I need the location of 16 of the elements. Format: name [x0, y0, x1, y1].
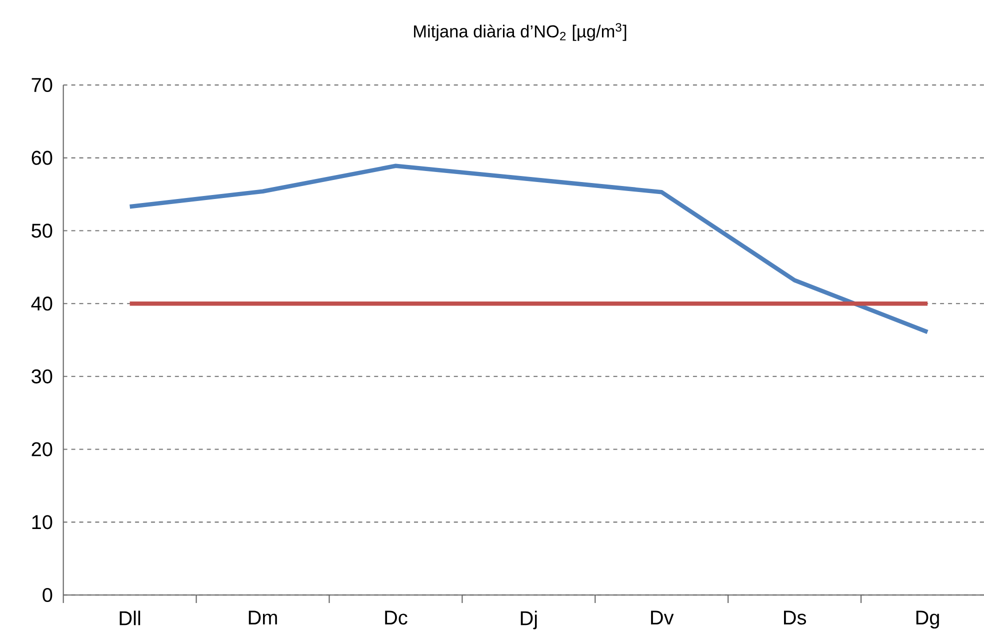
y-tick-label: 30 [32, 369, 52, 384]
x-tick-label: Dg [916, 610, 939, 629]
x-tick-label: Dll [120, 610, 140, 626]
y-tick-label: 0 [42, 588, 52, 602]
y-tick-label: 40 [31, 296, 52, 311]
y-tick-label: 70 [32, 78, 52, 92]
x-tick-label: Dm [248, 610, 277, 624]
x-tick-label: Dj [520, 610, 537, 630]
y-tick-label: 50 [32, 224, 52, 238]
x-tick-label: Ds [784, 610, 806, 625]
x-tick-label: Dv [651, 610, 674, 624]
y-tick-label: 10 [32, 515, 52, 530]
chart-title: Mitjana diària d’NO$_{2}$ [µg/m$^{3}$] [414, 23, 626, 41]
y-tick-label: 20 [32, 442, 52, 456]
y-tick-label: 60 [32, 150, 52, 165]
x-tick-label: Dc [385, 610, 408, 625]
